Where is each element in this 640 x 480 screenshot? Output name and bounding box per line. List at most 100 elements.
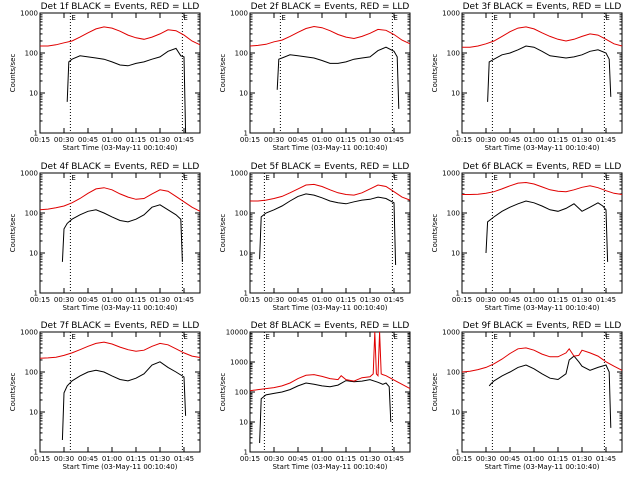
plot-frame [249, 12, 411, 134]
series-line-lld [40, 26, 201, 47]
plot-frame [39, 12, 201, 134]
time-marker-label: E [183, 333, 187, 341]
x-tick-label: 00:30 [264, 296, 284, 304]
y-tick-label: 10000 [226, 329, 248, 337]
x-tick-label: 01:00 [312, 136, 332, 144]
x-axis-label: Start Time (03-May-11 00:10:40) [62, 304, 177, 312]
x-tick-label: 01:15 [548, 455, 568, 463]
panel-title: Det 8f BLACK = Events, RED = LLD [251, 321, 410, 331]
y-tick-label: 100 [25, 369, 38, 377]
plot-frame [461, 331, 623, 453]
x-axis-label: Start Time (03-May-11 00:10:40) [484, 463, 599, 471]
x-tick-label: 00:30 [54, 455, 74, 463]
x-tick-label: 00:15 [30, 136, 50, 144]
x-tick-label: 00:45 [500, 136, 520, 144]
x-tick-label: 00:30 [54, 136, 74, 144]
x-tick-label: 01:30 [150, 455, 170, 463]
x-tick-label: 01:15 [336, 296, 356, 304]
x-tick-label: 01:45 [596, 296, 616, 304]
time-marker-label: E [265, 174, 269, 182]
x-tick-label: 01:15 [126, 296, 146, 304]
y-tick-label: 1000 [442, 329, 460, 337]
panel-3: Det 3f BLACK = Events, RED = LLD 1 10 100 10… [431, 2, 623, 152]
x-tick-label: 01:30 [572, 136, 592, 144]
series-line-events [485, 200, 609, 262]
panel-9: Det 9f BLACK = Events, RED = LLD 1 10 100 10… [431, 321, 623, 471]
x-tick-label: 01:00 [102, 455, 122, 463]
plot-frame [461, 12, 623, 134]
x-axis-label: Start Time (03-May-11 00:10:40) [62, 463, 177, 471]
series-line-lld [39, 187, 201, 212]
time-marker-label: E [393, 14, 397, 22]
series-line-events [61, 204, 183, 262]
series-line-events [488, 355, 612, 428]
panel-title: Det 6f BLACK = Events, RED = LLD [463, 162, 622, 172]
y-tick-label: 100 [25, 210, 38, 218]
series-line-events [259, 379, 392, 444]
x-tick-label: 00:30 [264, 136, 284, 144]
x-tick-label: 00:30 [54, 296, 74, 304]
x-tick-label: 00:45 [500, 296, 520, 304]
y-tick-label: 1000 [230, 10, 248, 18]
time-marker-label: E [183, 174, 187, 182]
series-line-events [259, 193, 397, 266]
y-tick-label: 1 [34, 290, 38, 298]
x-tick-label: 00:15 [452, 136, 472, 144]
series-line-events [487, 45, 612, 102]
x-tick-label: 00:15 [240, 136, 260, 144]
x-tick-label: 00:15 [240, 296, 260, 304]
panel-title: Det 3f BLACK = Events, RED = LLD [463, 2, 622, 12]
x-tick-label: 00:15 [30, 296, 50, 304]
time-marker-label: E [265, 333, 269, 341]
panel-2: Det 2f BLACK = Events, RED = LLD 1 10 100 10… [219, 2, 411, 152]
series-line-events [276, 46, 400, 109]
x-tick-label: 01:45 [174, 136, 194, 144]
time-marker-label: E [281, 14, 285, 22]
time-marker-label: E [493, 14, 497, 22]
panel-title: Det 4f BLACK = Events, RED = LLD [41, 162, 200, 172]
y-tick-label: 1 [456, 449, 460, 457]
y-tick-label: 1000 [442, 10, 460, 18]
y-tick-label: 1 [34, 130, 38, 138]
plot-frame [39, 172, 201, 294]
x-tick-label: 00:45 [78, 296, 98, 304]
y-axis-label: Counts/sec [431, 214, 439, 253]
x-tick-label: 01:45 [384, 455, 404, 463]
x-tick-label: 00:45 [78, 455, 98, 463]
x-tick-label: 01:15 [336, 136, 356, 144]
x-tick-label: 01:00 [312, 296, 332, 304]
y-tick-label: 1 [244, 290, 248, 298]
panel-title: Det 9f BLACK = Events, RED = LLD [463, 321, 622, 331]
y-tick-label: 10 [451, 409, 460, 417]
time-marker-label: E [71, 14, 75, 22]
series-line-lld [249, 25, 411, 47]
y-tick-label: 100 [235, 389, 248, 397]
y-tick-label: 10 [29, 90, 38, 98]
x-tick-label: 00:45 [288, 136, 308, 144]
y-axis-label: Counts/sec [431, 54, 439, 93]
time-marker-label: E [71, 333, 75, 341]
x-tick-label: 00:30 [476, 455, 496, 463]
x-axis-label: Start Time (03-May-11 00:10:40) [272, 144, 387, 152]
x-tick-label: 01:00 [524, 136, 544, 144]
x-axis-label: Start Time (03-May-11 00:10:40) [272, 304, 387, 312]
panel-title: Det 5f BLACK = Events, RED = LLD [251, 162, 410, 172]
y-tick-label: 1000 [442, 170, 460, 178]
panel-5: Det 5f BLACK = Events, RED = LLD 1 10 100 10… [219, 162, 411, 312]
panel-7: Det 7f BLACK = Events, RED = LLD 1 10 100 10… [9, 321, 201, 471]
x-tick-label: 01:45 [596, 136, 616, 144]
series-line-lld [250, 183, 411, 202]
panel-1: Det 1f BLACK = Events, RED = LLD 1 10 100 10… [9, 2, 201, 152]
x-tick-label: 00:15 [240, 455, 260, 463]
plot-frame [249, 331, 411, 453]
x-tick-label: 01:00 [524, 296, 544, 304]
y-tick-label: 1000 [230, 170, 248, 178]
x-tick-label: 00:45 [288, 296, 308, 304]
y-tick-label: 1 [456, 130, 460, 138]
time-marker-label: E [71, 174, 75, 182]
x-tick-label: 01:15 [126, 455, 146, 463]
y-tick-label: 10 [29, 250, 38, 258]
time-marker-label: E [393, 174, 397, 182]
time-marker-label: E [605, 14, 609, 22]
